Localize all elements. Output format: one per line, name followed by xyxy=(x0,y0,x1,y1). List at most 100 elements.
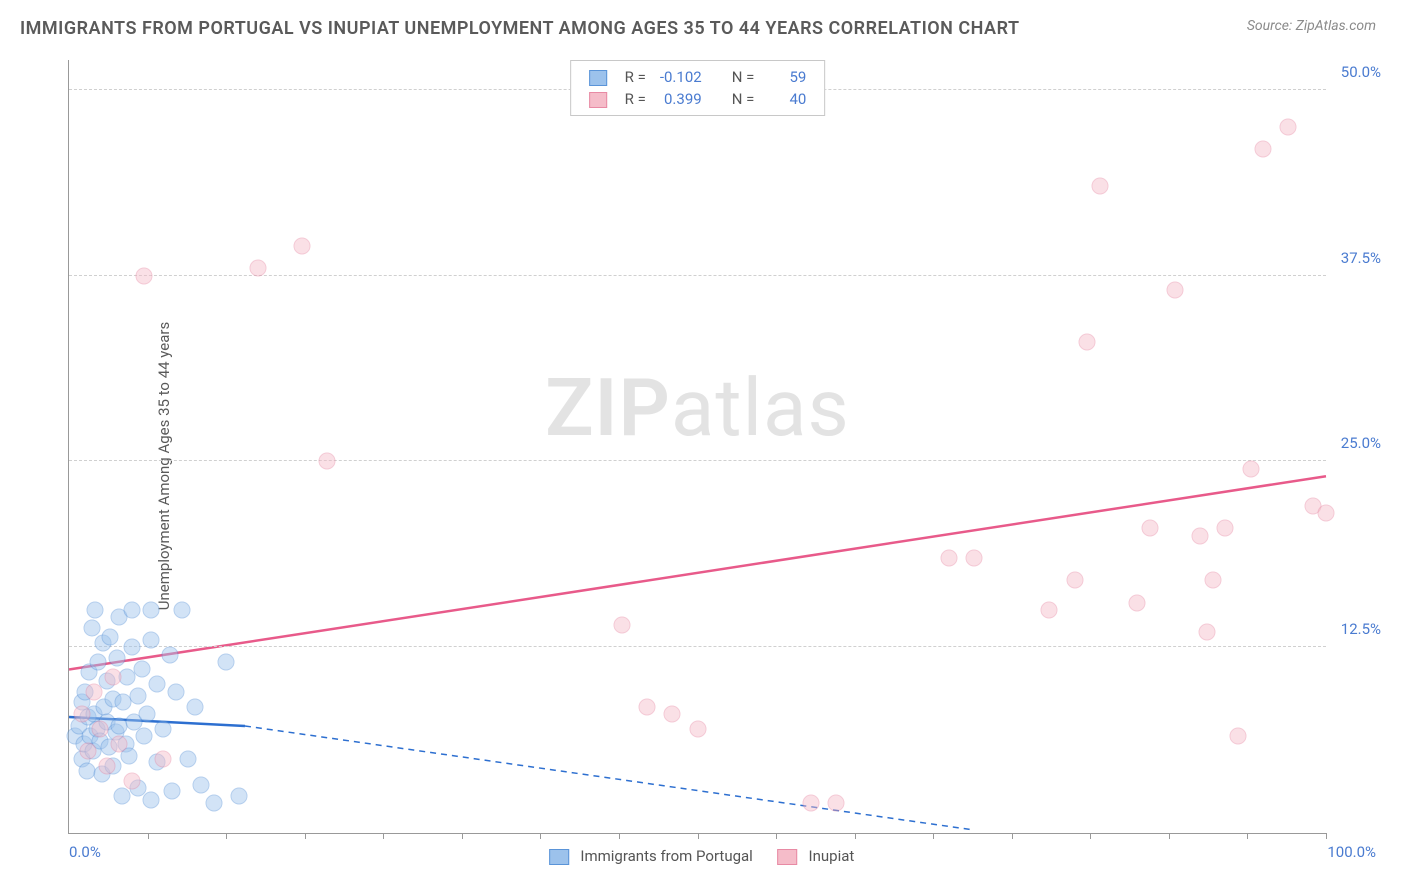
series-legend: Immigrants from Portugal Inupiat xyxy=(533,847,863,865)
data-point xyxy=(802,795,819,812)
x-tick-mark xyxy=(1169,833,1170,839)
data-point xyxy=(1318,505,1335,522)
n-label: N = xyxy=(726,89,761,109)
data-point xyxy=(218,654,235,671)
x-tick-mark xyxy=(1326,833,1327,839)
data-point xyxy=(142,602,159,619)
legend-row: R =0.399 N =40 xyxy=(583,89,813,109)
data-point xyxy=(161,646,178,663)
data-point xyxy=(827,795,844,812)
y-tick-label: 50.0% xyxy=(1341,63,1381,81)
source-attribution: Source: ZipAtlas.com xyxy=(1247,18,1376,34)
data-point xyxy=(1204,572,1221,589)
data-point xyxy=(174,602,191,619)
r-label: R = xyxy=(619,89,652,109)
data-point xyxy=(102,628,119,645)
data-point xyxy=(86,683,103,700)
data-point xyxy=(138,706,155,723)
data-point xyxy=(1079,334,1096,351)
data-point xyxy=(230,787,247,804)
data-point xyxy=(1091,178,1108,195)
x-tick-mark xyxy=(148,833,149,839)
data-point xyxy=(1255,141,1272,158)
x-tick-min: 0.0% xyxy=(69,843,101,861)
data-point xyxy=(1167,282,1184,299)
x-tick-mark xyxy=(698,833,699,839)
data-point xyxy=(142,631,159,648)
x-tick-mark xyxy=(462,833,463,839)
legend-swatch xyxy=(777,849,797,865)
data-point xyxy=(1142,520,1159,537)
legend-swatch xyxy=(549,849,569,865)
x-tick-mark xyxy=(776,833,777,839)
gridline xyxy=(69,646,1326,647)
data-point xyxy=(614,616,631,633)
data-point xyxy=(167,683,184,700)
legend-swatch xyxy=(589,92,607,108)
y-tick-label: 12.5% xyxy=(1341,620,1381,638)
data-point xyxy=(111,735,128,752)
x-tick-mark xyxy=(383,833,384,839)
data-point xyxy=(639,698,656,715)
data-point xyxy=(104,668,121,685)
x-tick-mark xyxy=(619,833,620,839)
data-point xyxy=(79,743,96,760)
data-point xyxy=(164,783,181,800)
x-tick-mark xyxy=(540,833,541,839)
data-point xyxy=(192,777,209,794)
data-point xyxy=(249,260,266,277)
n-value: 40 xyxy=(762,89,812,109)
data-point xyxy=(123,772,140,789)
data-point xyxy=(92,720,109,737)
x-tick-mark xyxy=(305,833,306,839)
y-tick-label: 37.5% xyxy=(1341,249,1381,267)
data-point xyxy=(142,792,159,809)
data-point xyxy=(1129,594,1146,611)
x-tick-mark xyxy=(933,833,934,839)
legend-item: Immigrants from Portugal xyxy=(541,847,753,865)
data-point xyxy=(155,750,172,767)
data-point xyxy=(180,750,197,767)
x-tick-mark xyxy=(1012,833,1013,839)
data-point xyxy=(155,720,172,737)
data-point xyxy=(83,619,100,636)
data-point xyxy=(940,550,957,567)
data-point xyxy=(123,639,140,656)
watermark: ZIPatlas xyxy=(545,361,850,455)
data-point xyxy=(148,676,165,693)
gridline xyxy=(69,460,1326,461)
y-tick-label: 25.0% xyxy=(1341,434,1381,452)
chart-title: IMMIGRANTS FROM PORTUGAL VS INUPIAT UNEM… xyxy=(20,18,1020,39)
data-point xyxy=(293,237,310,254)
data-point xyxy=(108,649,125,666)
data-point xyxy=(689,720,706,737)
correlation-legend: R =-0.102 N =59 R =0.399 N =40 xyxy=(570,60,826,116)
data-point xyxy=(318,453,335,470)
trend-lines xyxy=(69,60,1326,833)
data-point xyxy=(98,758,115,775)
data-point xyxy=(136,267,153,284)
n-label: N = xyxy=(726,67,761,87)
legend-swatch xyxy=(589,70,607,86)
data-point xyxy=(73,706,90,723)
r-label: R = xyxy=(619,67,652,87)
x-tick-mark xyxy=(855,833,856,839)
data-point xyxy=(1280,118,1297,135)
data-point xyxy=(123,602,140,619)
data-point xyxy=(89,654,106,671)
legend-row: R =-0.102 N =59 xyxy=(583,67,813,87)
data-point xyxy=(1198,624,1215,641)
data-point xyxy=(664,706,681,723)
data-point xyxy=(205,795,222,812)
data-point xyxy=(1230,728,1247,745)
r-value: 0.399 xyxy=(654,89,708,109)
data-point xyxy=(87,602,104,619)
n-value: 59 xyxy=(762,67,812,87)
data-point xyxy=(1066,572,1083,589)
r-value: -0.102 xyxy=(654,67,708,87)
data-point xyxy=(1041,602,1058,619)
chart-container: Unemployment Among Ages 35 to 44 years Z… xyxy=(20,50,1386,882)
data-point xyxy=(113,787,130,804)
data-point xyxy=(136,728,153,745)
data-point xyxy=(186,698,203,715)
